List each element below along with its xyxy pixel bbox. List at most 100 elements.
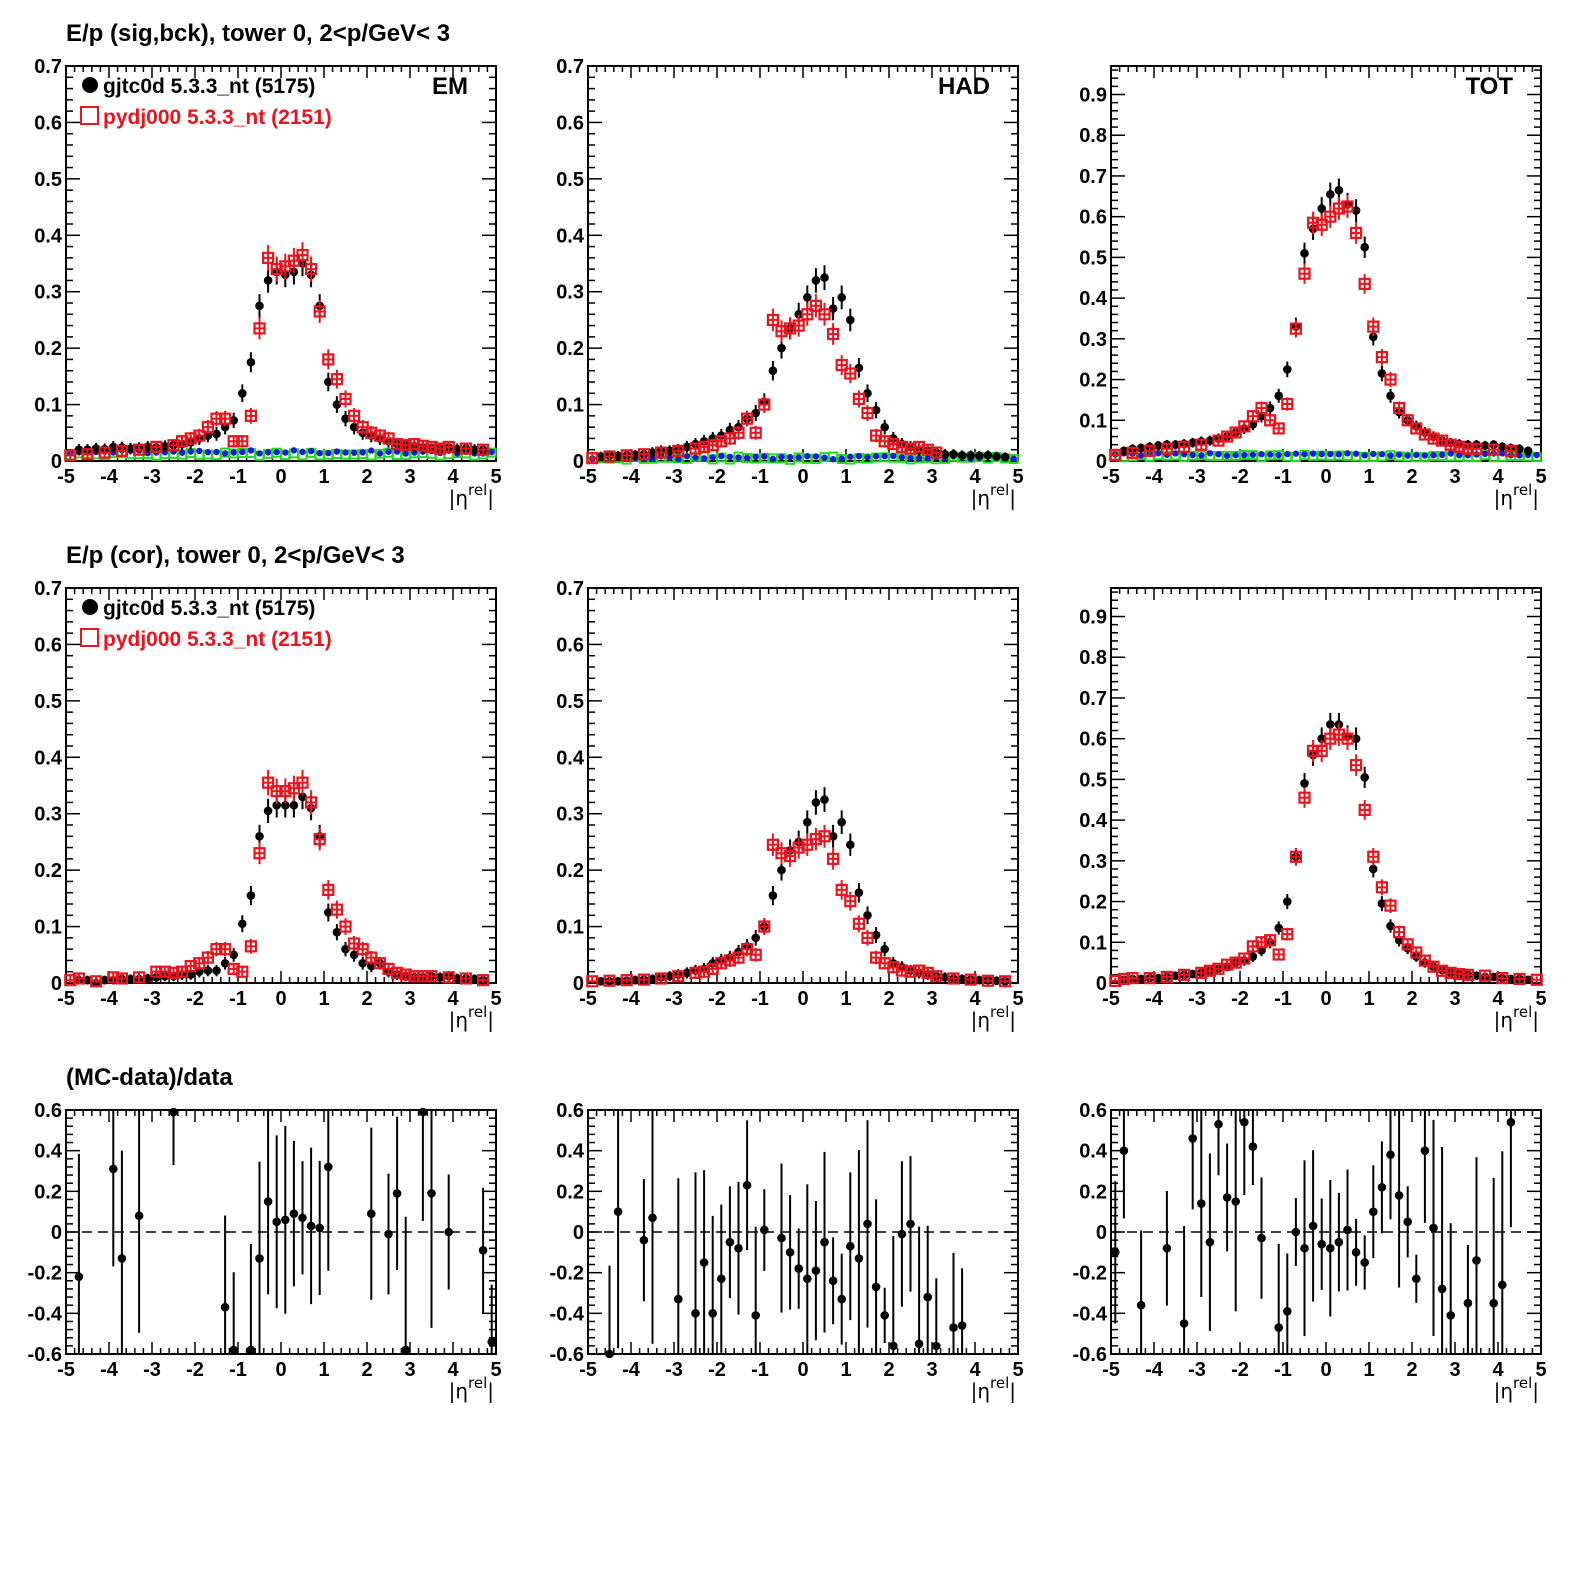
x-tick-label: 4: [1492, 988, 1504, 1010]
mc-marker: [1487, 443, 1500, 456]
mc-marker: [1195, 966, 1208, 979]
data-marker: [220, 422, 230, 432]
mc-marker: [887, 961, 900, 974]
x-tick-label: -1: [1274, 988, 1292, 1010]
x-tick-label: -5: [57, 1359, 75, 1381]
x-tick-label: 0: [797, 466, 808, 488]
mc-marker: [89, 975, 103, 988]
data-marker: [777, 343, 786, 353]
mc-marker: [356, 943, 369, 956]
data-marker: [255, 301, 264, 311]
x-tick-label: 4: [447, 466, 459, 488]
signal-marker: [1456, 452, 1463, 459]
signal-marker: [1378, 451, 1386, 458]
mc-marker: [1143, 972, 1156, 985]
mc-marker: [305, 796, 318, 809]
signal-marker: [683, 453, 691, 460]
data-marker: [1257, 1233, 1266, 1243]
mc-marker: [1229, 426, 1242, 439]
mc-marker: [477, 974, 490, 987]
data-marker: [1136, 1300, 1146, 1310]
data-marker: [975, 975, 984, 985]
mc-marker: [244, 409, 257, 422]
data-marker: [1506, 974, 1516, 984]
x-tick-label: -1: [751, 1359, 769, 1381]
x-tick-label: 2: [361, 466, 372, 488]
mc-marker: [1427, 432, 1440, 445]
mc-marker: [904, 442, 917, 455]
mc-marker: [904, 965, 917, 978]
mc-marker: [1461, 968, 1475, 981]
data-marker: [1326, 1243, 1335, 1253]
panel-1: -5 -4 -3 -2 -1 0 1 2 3 4 5|ηrel| 0 0.1 0.2 0.3 0.4 0.5 0.…: [556, 56, 1023, 510]
panel-6: -5 -4 -3 -2 -1 0 1 2 3 4 5|ηrel| -0.6 -0.4 -0.2 0 0.2 0.…: [28, 1100, 502, 1403]
signal-marker: [1215, 451, 1222, 458]
mc-marker: [586, 975, 599, 988]
mc-marker: [1281, 397, 1294, 411]
x-tick-label: 2: [883, 466, 894, 488]
data-marker: [751, 408, 760, 418]
mc-marker: [81, 448, 94, 461]
data-marker: [648, 974, 657, 984]
signal-marker: [1189, 451, 1196, 459]
x-tick-label: 2: [1406, 1359, 1417, 1381]
y-tick-label: 0.2: [34, 1181, 62, 1203]
mc-marker: [895, 440, 909, 453]
mc-marker: [313, 305, 326, 318]
x-tick-label: 1: [318, 466, 329, 488]
data-marker: [126, 444, 135, 453]
data-marker: [298, 792, 307, 802]
x-tick-label: 2: [1406, 988, 1417, 1010]
x-axis-label: |ηrel|: [449, 1374, 494, 1403]
y-tick-label: 0.5: [1079, 247, 1107, 269]
data-marker: [1205, 436, 1215, 445]
x-tick-label: 1: [1363, 988, 1374, 1010]
signal-marker: [325, 449, 332, 457]
row-title-ratio: (MC-data)/data: [66, 1064, 233, 1091]
x-tick-label: 0: [797, 1359, 808, 1381]
signal-marker: [1309, 450, 1317, 457]
data-marker: [803, 293, 812, 302]
mc-marker: [1195, 438, 1208, 451]
y-tick-label: 0.6: [556, 634, 584, 656]
x-tick-label: 3: [1449, 466, 1460, 488]
mc-marker: [740, 412, 754, 425]
data-marker: [1334, 1237, 1344, 1247]
x-tick-label: 5: [490, 466, 501, 488]
x-tick-label: 0: [1320, 988, 1331, 1010]
data-marker: [1472, 1256, 1481, 1265]
mc-marker: [887, 437, 900, 451]
y-tick-label: 0: [51, 973, 62, 995]
data-marker: [1300, 779, 1309, 788]
mc-marker: [921, 443, 934, 456]
x-tick-label: -1: [751, 466, 769, 488]
data-marker: [828, 831, 838, 841]
mc-marker: [792, 319, 805, 332]
data-marker: [289, 1209, 299, 1218]
data-marker: [639, 1235, 649, 1245]
y-tick-label: 0.7: [556, 578, 584, 600]
y-tick-label: 0.6: [34, 634, 62, 656]
data-marker: [1248, 1142, 1258, 1151]
mc-marker: [1358, 277, 1371, 290]
mc-marker: [749, 426, 762, 439]
data-marker: [1317, 1239, 1326, 1249]
mc-marker: [715, 435, 728, 448]
signal-marker: [1438, 451, 1446, 459]
data-marker: [871, 1282, 881, 1292]
data-marker: [246, 1345, 256, 1355]
signal-marker: [1198, 452, 1205, 459]
mc-marker: [219, 943, 232, 956]
plot-frame: [587, 65, 1019, 462]
data-marker: [229, 1345, 238, 1355]
mc-marker: [801, 308, 814, 321]
data-marker: [263, 276, 273, 285]
mc-marker: [912, 964, 926, 977]
y-tick-label: 0.4: [34, 1141, 63, 1163]
legend-data-marker: [82, 599, 98, 615]
panel-3: -5 -4 -3 -2 -1 0 1 2 3 4 5|ηrel| 0 0.1 0.2 0.3 0.4 0.5 0.…: [34, 578, 501, 1032]
signal-marker: [855, 452, 863, 460]
x-axis-label: |ηrel|: [1494, 1374, 1539, 1403]
data-marker: [983, 451, 993, 460]
mc-marker: [715, 957, 728, 970]
